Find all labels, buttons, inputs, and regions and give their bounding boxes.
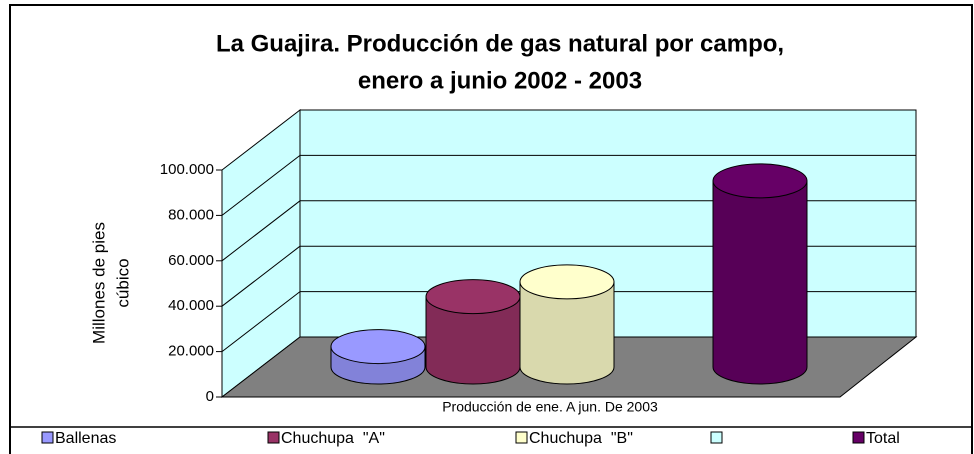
chart-title: La Guajira. Producción de gas natural po… [216, 30, 784, 57]
y-tick-label: 20.000 [168, 343, 214, 360]
legend-label: Ballenas [55, 430, 116, 447]
cylinder [519, 264, 615, 385]
grid-line [221, 245, 301, 307]
grid-line [221, 291, 301, 352]
grid-line [221, 155, 301, 216]
legend-swatch [41, 431, 54, 444]
legend-label: Chuchupa "A" [281, 430, 385, 447]
y-axis-label: Millones de pies cúbico [89, 222, 132, 344]
y-axis-label-line: Millones de pies [89, 222, 108, 344]
chart-title: enero a junio 2002 - 2003 [358, 67, 642, 94]
cylinder [330, 329, 426, 385]
legend-label: Chuchupa "B" [529, 430, 633, 447]
legend-swatch [267, 431, 280, 444]
legend-swatch [515, 431, 528, 444]
cylinder [712, 163, 808, 385]
y-tick-label: 40.000 [168, 297, 214, 314]
cylinder-top [330, 329, 426, 365]
y-axis-label-line: cúbico [113, 258, 132, 307]
legend-swatch [852, 431, 865, 444]
legend-label: Total [866, 430, 900, 447]
cylinder [425, 279, 521, 385]
legend-swatch [710, 431, 723, 444]
cylinder-top [519, 264, 615, 300]
y-tick-label: 80.000 [168, 206, 214, 223]
x-axis-label: Producción de ene. A jun. De 2003 [442, 399, 658, 415]
cylinder-body [519, 281, 615, 385]
cylinder-top [712, 163, 808, 199]
cylinder-body [712, 180, 808, 385]
y-tick-label: 100.000 [160, 161, 214, 178]
cylinder-top [425, 279, 521, 315]
cylinder-body [425, 296, 521, 385]
y-tick-label: 0 [206, 388, 214, 405]
grid-line [221, 200, 301, 262]
y-tick-label: 60.000 [168, 252, 214, 269]
